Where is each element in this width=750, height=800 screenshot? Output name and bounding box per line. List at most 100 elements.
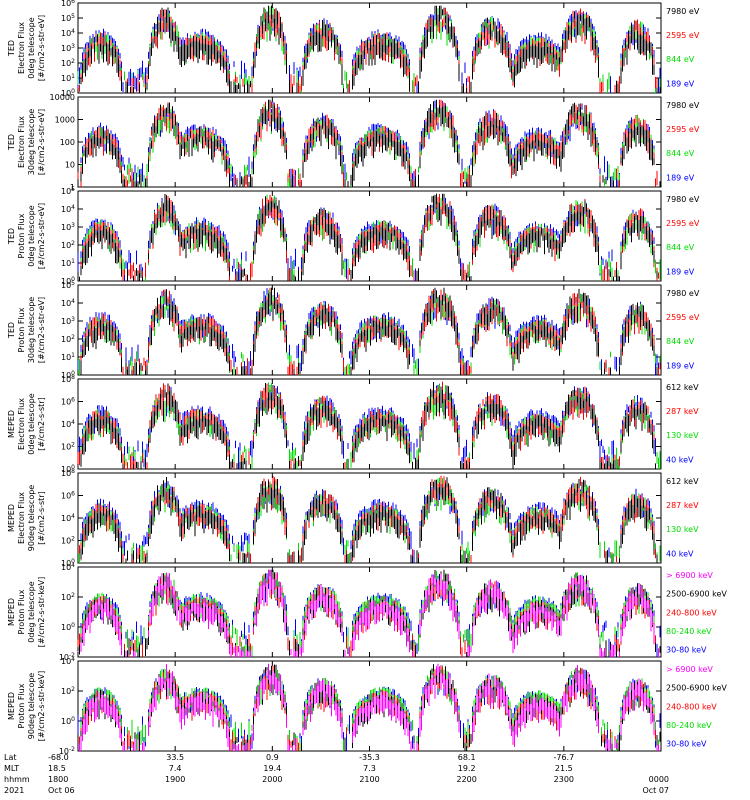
- y-tick-label: 102: [61, 442, 75, 452]
- legend-entry: 80-240 keV: [666, 627, 712, 636]
- x-tick-label: 2100: [359, 775, 379, 784]
- panel-3: 100 101 102 103 104 105 TED Proton Flux 0deg tel…: [7, 186, 700, 286]
- y-axis-label-line: Electron Flux: [17, 492, 26, 544]
- legend-entry: 189 eV: [666, 361, 695, 370]
- y-axis-label-line: Proton Flux: [17, 589, 26, 634]
- legend-entry: 844 eV: [666, 243, 695, 252]
- x-tick-label: 33.5: [166, 753, 184, 762]
- y-tick-label: 103: [61, 316, 75, 326]
- y-tick-label: 104: [61, 513, 75, 523]
- y-axis-label-line: [#/cm2-s-str-eV]: [37, 15, 46, 81]
- legend-entry: 130 keV: [666, 525, 699, 534]
- y-axis-label-line: 90deg telescope: [27, 485, 36, 552]
- x-tick-label: Oct 07: [642, 786, 669, 795]
- legend-entry: 844 eV: [666, 337, 695, 346]
- legend-entry: 7980 eV: [666, 289, 700, 298]
- y-axis-label-line: TED: [7, 40, 16, 57]
- y-tick-label: 10-2: [59, 746, 75, 756]
- y-axis-label-line: 0deg telescope: [27, 205, 36, 266]
- y-tick-label: 101: [61, 352, 75, 362]
- y-axis-label-line: MEPED: [7, 598, 16, 626]
- y-axis-label-line: 0deg telescope: [27, 393, 36, 454]
- x-tick-label: 19.2: [458, 764, 476, 773]
- x-tick-label: Oct 06: [48, 786, 75, 795]
- legend-entry: 7980 eV: [666, 7, 700, 16]
- y-axis-label-line: MEPED: [7, 410, 16, 438]
- y-tick-label: 102: [61, 686, 75, 696]
- x-tick-label: 19.4: [263, 764, 281, 773]
- y-tick-label: 1: [70, 183, 75, 192]
- legend-entry: 2500-6900 keV: [666, 590, 727, 599]
- y-tick-label: 108: [61, 374, 75, 384]
- legend-entry: 80-240 keV: [666, 721, 712, 730]
- y-axis-label-line: TED: [7, 228, 16, 245]
- y-tick-label: 104: [61, 562, 75, 572]
- y-tick-label: 100: [61, 276, 75, 286]
- y-tick-label: 106: [61, 0, 75, 8]
- series-trace: [80, 382, 656, 469]
- legend-entry: 287 keV: [666, 501, 699, 510]
- x-axis-row-label: hhmm: [4, 775, 30, 784]
- legend-entry: 40 keV: [666, 549, 694, 558]
- y-axis-label-line: Electron Flux: [17, 22, 26, 74]
- y-tick-label: 104: [61, 28, 75, 38]
- legend-entry: 40 keV: [666, 455, 694, 464]
- y-axis-label-line: [#/cm2-s-str-eV]: [37, 109, 46, 175]
- y-tick-label: 100: [60, 138, 75, 147]
- y-tick-label: 102: [61, 58, 75, 68]
- y-axis-label-line: [#/cm2-s-str-eV]: [37, 203, 46, 269]
- legend-entry: 240-800 keV: [666, 702, 717, 711]
- y-tick-label: 100: [61, 622, 75, 632]
- legend-entry: 130 keV: [666, 431, 699, 440]
- legend-entry: > 6900 keV: [666, 665, 713, 674]
- y-tick-label: 108: [61, 468, 75, 478]
- series-trace: [79, 193, 658, 281]
- legend-entry: 30-80 keV: [666, 740, 707, 749]
- panel-8: 10-2 100 102 104 MEPED Proton Flux 90deg teles…: [7, 656, 727, 756]
- legend-entry: 2595 eV: [666, 31, 700, 40]
- y-axis-label-line: MEPED: [7, 692, 16, 720]
- legend-entry: 612 keV: [666, 383, 699, 392]
- legend-entry: 612 keV: [666, 477, 699, 486]
- y-tick-label: 102: [61, 592, 75, 602]
- legend-entry: 30-80 keV: [666, 646, 707, 655]
- x-tick-label: 7.3: [363, 764, 376, 773]
- y-tick-label: 100: [61, 716, 75, 726]
- x-tick-label: 0.9: [266, 753, 279, 762]
- series-trace: [80, 5, 661, 93]
- x-tick-label: -35.3: [359, 753, 380, 762]
- legend-entry: 844 eV: [666, 149, 695, 158]
- x-tick-label: 18.5: [48, 764, 66, 773]
- series-trace: [80, 477, 658, 563]
- y-tick-label: 106: [61, 397, 75, 407]
- y-tick-label: 10-2: [59, 652, 75, 662]
- y-tick-label: 104: [61, 656, 75, 666]
- y-axis-label-line: 30deg telescope: [27, 109, 36, 176]
- series-trace: [79, 663, 659, 751]
- x-axis-row-label: 2021: [4, 786, 24, 795]
- y-tick-label: 102: [61, 334, 75, 344]
- legend-entry: 7980 eV: [666, 101, 700, 110]
- x-tick-label: -76.7: [553, 753, 574, 762]
- y-tick-label: 101: [61, 258, 75, 268]
- x-tick-label: 2000: [262, 775, 282, 784]
- y-tick-label: 103: [61, 43, 75, 53]
- legend-entry: 2500-6900 keV: [666, 684, 727, 693]
- y-tick-label: 106: [61, 491, 75, 501]
- x-tick-label: 1900: [165, 775, 185, 784]
- x-tick-label: 21.5: [555, 764, 573, 773]
- y-tick-label: 100: [61, 370, 75, 380]
- series-trace: [80, 287, 658, 375]
- panel-5: 100 102 104 106 108 MEPED Electron Flux 0deg te…: [7, 374, 699, 474]
- panel-4: 100 101 102 103 104 105 TED Proton Flux 30deg te…: [7, 280, 700, 380]
- legend-entry: 189 eV: [666, 79, 695, 88]
- y-tick-label: 1000: [55, 116, 75, 125]
- y-axis-label-line: Proton Flux: [17, 307, 26, 352]
- y-axis-label-line: 90deg telescope: [27, 673, 36, 740]
- y-tick-label: 103: [61, 222, 75, 232]
- y-axis-label-line: Electron Flux: [17, 116, 26, 168]
- y-tick-label: 10: [65, 161, 75, 170]
- y-axis-label-line: [#/cm2-s-str-keV]: [37, 671, 46, 742]
